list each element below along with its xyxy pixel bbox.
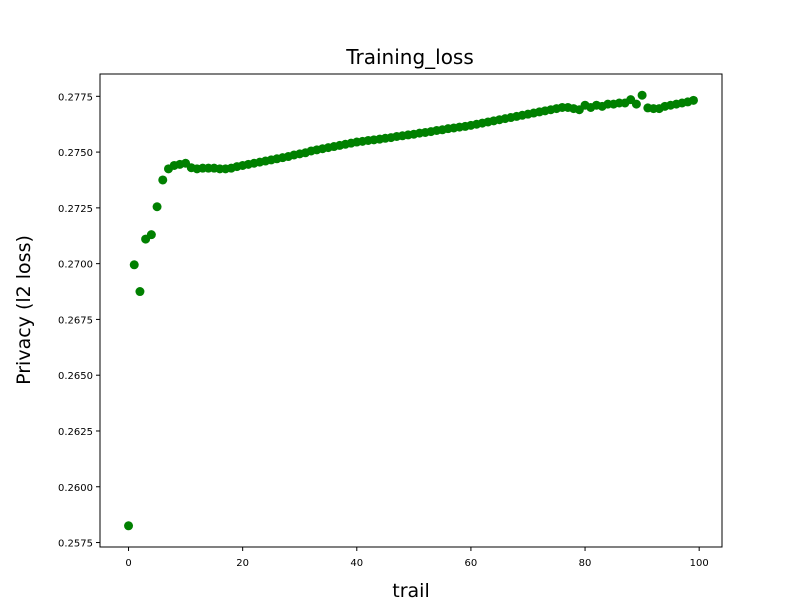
x-axis-ticks: 0 20 40 60 80 100 xyxy=(125,547,709,569)
x-tick-label: 60 xyxy=(465,558,478,569)
chart-title: Training_loss xyxy=(345,45,474,69)
y-tick-label: 0.2725 xyxy=(58,204,93,215)
y-tick-label: 0.2700 xyxy=(58,260,93,271)
data-point xyxy=(688,95,698,105)
data-point xyxy=(124,521,134,531)
plot-area-frame xyxy=(99,73,723,548)
data-points xyxy=(124,90,698,531)
data-point xyxy=(158,175,168,185)
x-tick-label: 100 xyxy=(690,558,709,569)
y-tick-label: 0.2600 xyxy=(58,483,93,494)
x-tick-label: 80 xyxy=(579,558,592,569)
data-point xyxy=(631,99,641,109)
y-axis-label: Privacy (l2 loss) xyxy=(13,235,35,385)
data-point xyxy=(135,287,145,297)
data-point xyxy=(129,260,139,270)
x-axis-label: trail xyxy=(392,580,429,602)
y-tick-label: 0.2775 xyxy=(58,92,93,103)
x-tick-label: 20 xyxy=(236,558,249,569)
y-tick-label: 0.2625 xyxy=(58,427,93,438)
x-tick-label: 40 xyxy=(350,558,363,569)
data-point xyxy=(152,202,162,212)
y-tick-label: 0.2650 xyxy=(58,371,93,382)
data-point xyxy=(146,230,156,240)
y-axis-ticks: 0.2575 0.2600 0.2625 0.2650 0.2675 0.2700 0.27… xyxy=(58,92,100,550)
data-point xyxy=(637,90,647,100)
y-tick-label: 0.2675 xyxy=(58,315,93,326)
y-tick-label: 0.2575 xyxy=(58,539,93,550)
x-tick-label: 0 xyxy=(125,558,131,569)
y-tick-label: 0.2750 xyxy=(58,148,93,159)
